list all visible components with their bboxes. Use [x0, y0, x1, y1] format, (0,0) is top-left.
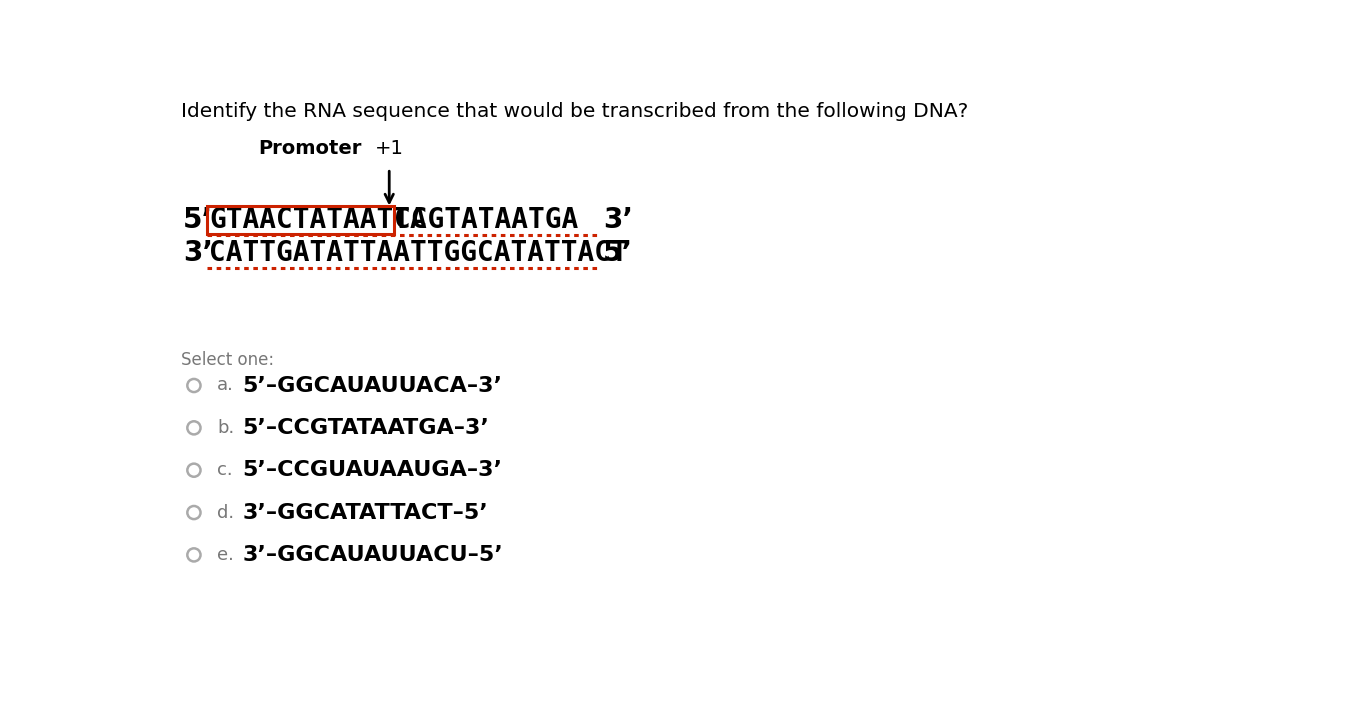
Text: b.: b.: [218, 419, 234, 437]
Text: +1: +1: [375, 139, 403, 158]
Text: 5’: 5’: [183, 206, 214, 234]
Text: 3’: 3’: [603, 206, 633, 234]
Text: e.: e.: [218, 546, 234, 564]
Text: 3’: 3’: [183, 239, 212, 267]
Text: CCGTATAATGA: CCGTATAATGA: [394, 206, 578, 234]
Text: 5’: 5’: [603, 239, 633, 267]
Text: CATTGATATTAATTGGCATATTACT: CATTGATATTAATTGGCATATTACT: [210, 239, 628, 267]
Text: c.: c.: [218, 462, 233, 479]
Text: 3’–GGCATATTACT–5’: 3’–GGCATATTACT–5’: [242, 503, 488, 523]
Text: 5’–CCGUAUAAUGA–3’: 5’–CCGUAUAAUGA–3’: [242, 460, 503, 480]
Text: a.: a.: [218, 376, 234, 395]
Text: Select one:: Select one:: [181, 351, 273, 369]
Text: d.: d.: [218, 503, 234, 522]
Text: Promoter: Promoter: [258, 139, 361, 158]
Text: 3’–GGCAUAUUACU–5’: 3’–GGCAUAUUACU–5’: [242, 545, 503, 565]
Text: Identify the RNA sequence that would be transcribed from the following DNA?: Identify the RNA sequence that would be …: [181, 102, 967, 121]
Text: 5’–CCGTATAATGA–3’: 5’–CCGTATAATGA–3’: [242, 418, 490, 438]
Text: GTAACTATAATTA: GTAACTATAATTA: [210, 206, 428, 234]
Text: 5’–GGCAUAUUACA–3’: 5’–GGCAUAUUACA–3’: [242, 376, 503, 395]
